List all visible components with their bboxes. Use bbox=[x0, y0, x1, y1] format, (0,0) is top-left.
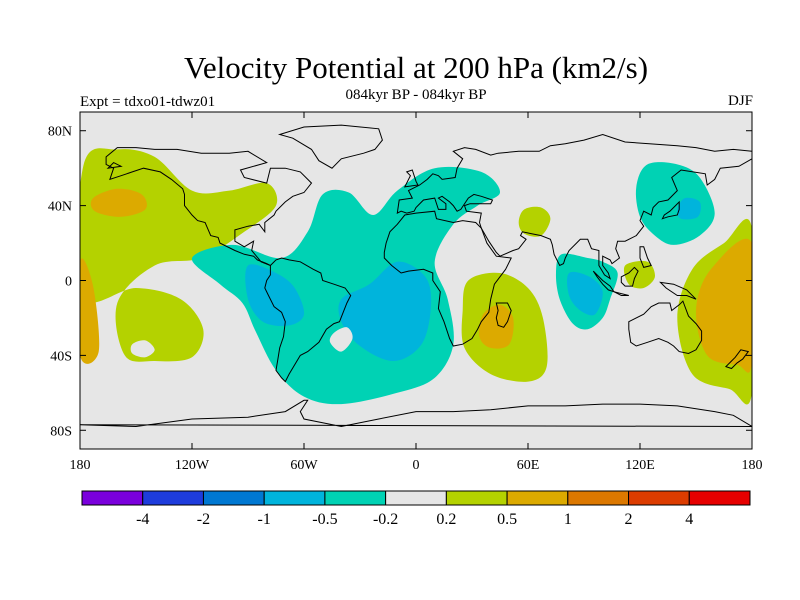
coastline-6 bbox=[495, 302, 512, 328]
colorbar-box bbox=[385, 490, 447, 506]
experiment-label: Expt = tdxo01-tdwz01 bbox=[80, 94, 216, 110]
contour-region-madagascar-max bbox=[479, 304, 514, 349]
coastline-5 bbox=[277, 124, 383, 169]
coastline-2 bbox=[383, 210, 512, 347]
contour-region-atlantic-negative bbox=[191, 166, 501, 405]
x-tick-label: 180 bbox=[742, 458, 763, 473]
colorbar-box bbox=[445, 490, 508, 506]
season-label: DJF bbox=[727, 93, 753, 109]
colorbar-label: -1 bbox=[258, 511, 271, 528]
contour-region-north-pacific-max bbox=[90, 188, 147, 217]
colorbar-box bbox=[506, 490, 569, 506]
colorbar-label: -0.5 bbox=[312, 511, 337, 528]
coastline-8 bbox=[403, 169, 419, 188]
contour-region-indian-core bbox=[567, 271, 603, 316]
x-tick-label: 60E bbox=[517, 458, 540, 473]
coastline-13 bbox=[659, 281, 697, 300]
coastline-9 bbox=[661, 200, 680, 220]
contour-region-east-asia-negative bbox=[635, 162, 715, 245]
chart-subtitle: 084kyr BP - 084kyr BP bbox=[345, 87, 487, 103]
contour-region-south-pacific-max bbox=[80, 258, 100, 364]
colorbar-box bbox=[324, 490, 387, 506]
coastline-1 bbox=[264, 257, 352, 383]
coastline-0 bbox=[105, 147, 313, 266]
coastline-16 bbox=[106, 161, 123, 169]
colorbar-label: -0.2 bbox=[373, 511, 398, 528]
colorbar-box bbox=[81, 490, 144, 506]
coastline-10 bbox=[592, 270, 616, 293]
colorbar-box bbox=[567, 490, 630, 506]
contour-region-australia-max bbox=[695, 238, 752, 373]
colorbar-box bbox=[202, 490, 265, 506]
x-tick-label: 120E bbox=[625, 458, 655, 473]
coastline-4 bbox=[628, 300, 703, 355]
y-tick-label: 0 bbox=[65, 275, 72, 290]
coastline-11 bbox=[613, 291, 629, 296]
colorbar-label: 0.2 bbox=[436, 511, 456, 528]
x-tick-label: 60W bbox=[290, 458, 318, 473]
coastline-7 bbox=[80, 399, 752, 428]
x-tick-label: 120W bbox=[175, 458, 210, 473]
y-tick-label: 40S bbox=[50, 349, 72, 364]
colorbar-label: -4 bbox=[136, 511, 149, 528]
colorbar-label: -2 bbox=[197, 511, 210, 528]
colorbar-box bbox=[263, 490, 326, 506]
colorbar-box bbox=[628, 490, 690, 506]
colorbar-box bbox=[142, 490, 204, 506]
y-tick-label: 40N bbox=[48, 200, 72, 215]
coastline-12 bbox=[620, 266, 639, 287]
contour-region-south-atlantic-core bbox=[338, 261, 432, 362]
x-tick-label: 0 bbox=[413, 458, 420, 473]
contour-region-atlantic-core bbox=[245, 264, 305, 327]
y-tick-label: 80N bbox=[48, 125, 72, 140]
chart-title: Velocity Potential at 200 hPa (km2/s) bbox=[183, 50, 649, 85]
contour-region-arabia-positive bbox=[518, 206, 551, 237]
contour-region-malay-positive bbox=[623, 261, 655, 289]
contour-region-south-pacific-hole bbox=[130, 340, 155, 358]
coastline-3 bbox=[396, 133, 752, 280]
y-tick-label: 80S bbox=[50, 424, 72, 439]
colorbar-label: 0.5 bbox=[497, 511, 517, 528]
contour-region-japan-core bbox=[677, 197, 701, 220]
contour-region-se-pacific-hole bbox=[329, 327, 353, 352]
colorbar-label: 4 bbox=[685, 511, 693, 528]
colorbar-label: 1 bbox=[564, 511, 572, 528]
coastline-14 bbox=[724, 349, 750, 370]
x-tick-label: 180 bbox=[70, 458, 91, 473]
coastline-15 bbox=[639, 246, 652, 268]
colorbar-box bbox=[688, 490, 751, 506]
colorbar-label: 2 bbox=[625, 511, 633, 528]
